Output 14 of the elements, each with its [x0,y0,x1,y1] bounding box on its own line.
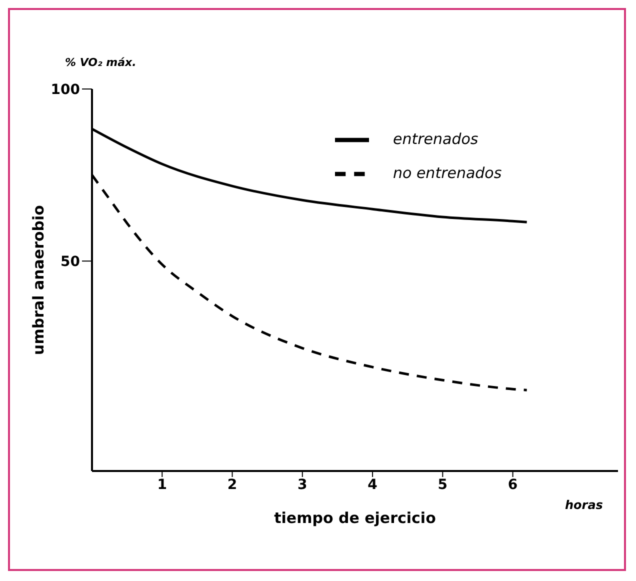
text: % VO₂ máx. [65,56,136,69]
text: horas [565,498,603,512]
x-tick-label: 4 [368,476,378,493]
x-tick-label: 3 [298,476,308,493]
x-axis-title: tiempo de ejercicio [274,509,436,527]
x-tick-label: 1 [157,476,168,493]
x-tick-label: 6 [508,476,518,493]
x-tick-label: 2 [227,476,238,493]
legend-label: no entrenados [393,164,502,182]
x-tick-label: 5 [438,476,448,493]
y-tick-label: 50 [60,254,80,270]
legend-label: entrenados [393,130,478,148]
y-axis-title: umbral anaerobio [29,205,48,355]
y-tick-label: 100 [50,82,80,98]
